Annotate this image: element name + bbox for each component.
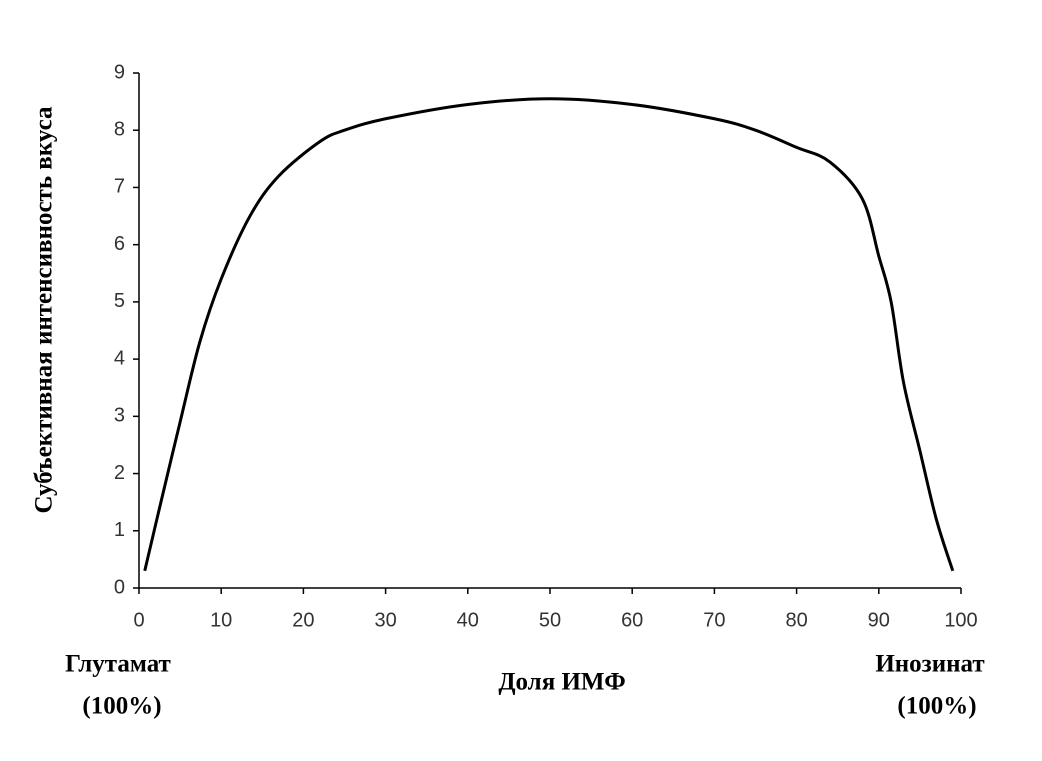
x-tick-label: 10: [210, 609, 232, 631]
y-tick-label: 4: [114, 347, 125, 369]
x-tick-label: 70: [703, 609, 725, 631]
x-tick-label: 40: [457, 609, 479, 631]
x-tick-label: 90: [868, 609, 890, 631]
annotation: (100%): [897, 693, 976, 720]
annotation: Инозинат: [875, 651, 984, 678]
y-tick-label: 8: [114, 119, 125, 141]
annotation: Глутамат: [65, 651, 171, 678]
y-tick-label: 7: [114, 176, 125, 198]
x-tick-label: 20: [292, 609, 314, 631]
y-tick-label: 6: [114, 233, 125, 255]
y-tick-label: 5: [114, 290, 125, 312]
y-tick-label: 1: [114, 519, 125, 541]
x-tick-label: 100: [944, 609, 977, 631]
x-tick-label: 50: [539, 609, 561, 631]
y-tick-label: 9: [114, 61, 125, 83]
x-tick-label: 30: [374, 609, 396, 631]
x-axis-label: Доля ИМФ: [498, 669, 625, 696]
x-tick-label: 0: [133, 609, 144, 631]
x-tick-label: 80: [785, 609, 807, 631]
annotation: (100%): [82, 693, 161, 720]
y-axis-label: Субъективная интенсивность вкуса: [31, 106, 58, 513]
y-tick-label: 3: [114, 405, 125, 427]
y-tick-label: 2: [114, 462, 125, 484]
line: [143, 97, 955, 572]
x-tick-label: 60: [621, 609, 643, 631]
y-tick-label: 0: [114, 576, 125, 598]
